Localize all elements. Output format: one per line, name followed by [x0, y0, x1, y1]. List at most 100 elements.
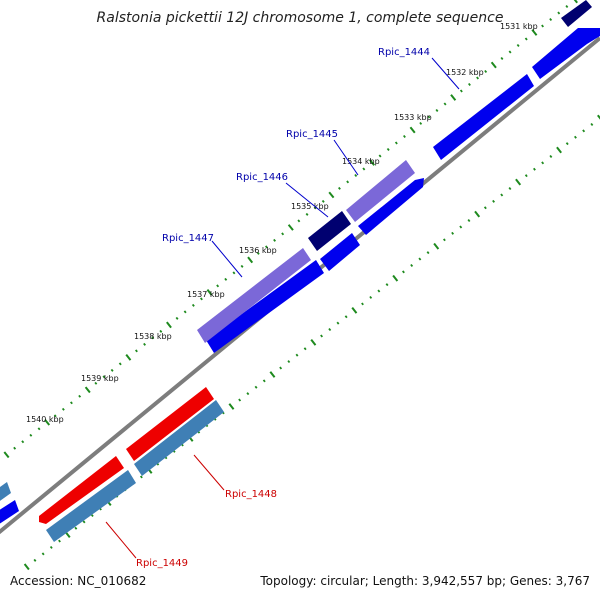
inner-tick: [279, 366, 283, 370]
inner-tick: [344, 315, 348, 319]
inner-tick: [310, 338, 317, 346]
cds-rpic-1445-purple[interactable]: [346, 160, 415, 222]
cds-left-edge-forward[interactable]: [0, 500, 19, 530]
cds-rpic-1447[interactable]: [206, 260, 324, 353]
topology-summary: Topology: circular; Length: 3,942,557 bp…: [260, 574, 590, 588]
cds-rpic-1449-b[interactable]: [46, 470, 136, 542]
outer-tick: [508, 50, 512, 54]
inner-tick: [532, 167, 536, 171]
leader-rpic-1444: [431, 57, 460, 90]
gene-label-rpic-1449[interactable]: Rpic_1449: [136, 558, 188, 569]
map-title: Ralstonia pickettii 12J chromosome 1, co…: [96, 10, 504, 26]
outer-tick: [313, 206, 317, 210]
outer-tick: [409, 126, 416, 134]
outer-tick: [573, 0, 578, 4]
outer-tick: [70, 401, 73, 405]
inner-tick: [515, 178, 522, 186]
outer-tick: [557, 11, 561, 15]
leader-rpic-1445: [333, 139, 359, 176]
outer-tick: [110, 368, 114, 372]
outer-tick: [541, 24, 544, 28]
outer-tick: [53, 414, 57, 418]
outer-tick: [369, 159, 375, 166]
outer-tick: [191, 303, 195, 307]
outer-tick: [467, 82, 471, 86]
backbone-line: [0, 36, 600, 535]
outer-tick: [338, 186, 341, 190]
outer-tick: [386, 147, 390, 151]
outer-tick: [84, 386, 91, 394]
outer-tick: [134, 349, 138, 353]
outer-tick: [175, 316, 179, 320]
cds-rpic-1445[interactable]: [358, 178, 424, 235]
inner-tick: [483, 206, 487, 210]
outer-tick: [125, 353, 132, 361]
outer-tick: [328, 191, 335, 199]
inner-tick: [139, 475, 143, 479]
outer-tick: [524, 37, 528, 41]
inner-tick: [492, 199, 496, 203]
cds-rpic-1444-b[interactable]: [433, 74, 534, 160]
cds-rpic-1447-purple[interactable]: [197, 248, 311, 343]
inner-tick: [541, 161, 545, 165]
outer-tick: [232, 271, 236, 275]
inner-tick: [401, 270, 405, 274]
outer-tick: [94, 381, 98, 385]
gene-label-rpic-1448[interactable]: Rpic_1448: [225, 489, 277, 500]
cds-rpic-1444[interactable]: [532, 28, 600, 79]
forward-strand-track: [0, 0, 600, 530]
outer-tick: [500, 56, 504, 60]
cds-rpic-1446-dark[interactable]: [308, 211, 351, 251]
inner-tick: [508, 187, 512, 191]
gene-label-rpic-1445[interactable]: Rpic_1445: [286, 129, 338, 140]
outer-tick: [247, 256, 254, 264]
inner-tick: [369, 295, 373, 299]
accession-text: Accession: NC_010682: [10, 574, 147, 588]
inner-tick: [385, 283, 389, 287]
cds-left-edge-reverse[interactable]: [0, 482, 11, 508]
gene-label-rpic-1446[interactable]: Rpic_1446: [236, 172, 288, 183]
outer-tick: [224, 277, 228, 281]
inner-tick: [467, 219, 471, 223]
inner-tick: [500, 193, 504, 197]
outer-tick: [516, 43, 520, 47]
outer-tick: [166, 321, 172, 329]
inner-tick: [524, 174, 528, 178]
inner-tick: [474, 210, 481, 218]
outer-tick: [476, 76, 480, 80]
inner-tick: [351, 306, 358, 314]
inner-tick: [410, 263, 414, 267]
outer-tick: [362, 167, 366, 171]
outer-tick: [264, 245, 268, 249]
scale-label-1539: 1539 kbp: [81, 374, 119, 383]
gene-labels: Rpic_1444 Rpic_1445 Rpic_1446 Rpic_1447 …: [136, 47, 430, 569]
scale-label-1532: 1532 kbp: [446, 68, 484, 77]
inner-tick: [590, 122, 594, 126]
cds-rpic-1443-partial[interactable]: [561, 0, 592, 27]
inner-tick: [328, 328, 332, 332]
inner-tick-track: [23, 114, 600, 571]
outer-tick: [216, 284, 220, 288]
inner-tick: [582, 129, 586, 133]
outer-tick: [78, 394, 82, 398]
outer-tick: [443, 102, 447, 106]
scale-label-1540: 1540 kbp: [26, 415, 64, 424]
scale-label-1537: 1537 kbp: [187, 290, 225, 299]
reverse-strand-track: [197, 160, 415, 343]
cds-rpic-1449-a[interactable]: [134, 400, 224, 476]
gene-label-rpic-1447[interactable]: Rpic_1447: [162, 233, 214, 244]
gene-label-rpic-1444[interactable]: Rpic_1444: [378, 47, 430, 58]
inner-tick: [597, 114, 600, 120]
scale-label-1531: 1531 kbp: [500, 22, 538, 31]
outer-tick: [199, 297, 203, 301]
cds-rpic-1448-b[interactable]: [39, 456, 124, 524]
outer-tick: [321, 199, 325, 203]
inner-tick: [392, 274, 399, 282]
outer-tick: [549, 18, 553, 21]
cds-rpic-1446[interactable]: [320, 233, 360, 271]
scale-label-1535: 1535 kbp: [291, 202, 329, 211]
cds-rpic-1448-a[interactable]: [126, 387, 214, 461]
outer-tick: [435, 108, 439, 112]
inner-tick: [418, 257, 422, 261]
